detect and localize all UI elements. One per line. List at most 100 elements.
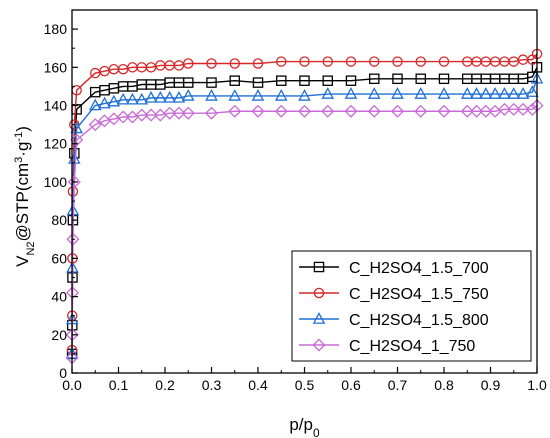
ticks-layer: 0.0 0.1 0.2 0.3 0.4 0.5 0.6 0.7 0.8 0.9 1.0 0 20 40 60… [44,21,547,393]
data-point [154,90,167,103]
y-tick-label: 60 [51,250,67,266]
data-point [204,106,219,120]
x-tick-label: 0.2 [155,377,175,393]
x-tick-label: 1.0 [527,377,547,393]
data-point [163,106,177,120]
y-axis-title-v-sub: N2 [25,241,37,255]
data-point [392,56,403,67]
data-point [344,87,358,99]
data-point [321,104,335,118]
data-point [172,90,186,103]
x-tick-label: 0.9 [481,377,501,393]
series-line [71,53,538,351]
legend-label: C_H2SO4_1.5_750 [349,286,489,303]
data-point [228,104,242,118]
data-point [507,102,521,116]
data-point [507,87,521,99]
x-tick-label: 0.5 [295,377,315,393]
data-point [274,88,288,101]
y-tick-label: 180 [44,21,68,37]
y-tick-label: 160 [44,59,68,75]
data-point [438,73,450,85]
x-axis-title: p/p0 [289,415,320,438]
x-tick-label: 0.1 [109,377,129,393]
x-axis-title-main: p/p [289,415,313,434]
data-point [391,87,404,99]
data-point [135,92,149,105]
y-tick-label: 120 [44,136,68,152]
data-point [299,75,310,86]
y-axis-title-dot: ·g [13,142,32,157]
data-point [144,90,158,103]
y-axis-title-mid: @STP(cm [13,163,32,242]
legend-marker [313,287,325,299]
data-point [182,77,194,88]
series-line [71,78,538,354]
data-point [206,77,217,88]
data-point [525,102,539,116]
data-point [470,104,484,118]
data-point [275,75,287,86]
y-tick-label: 80 [51,212,67,228]
data-point [367,104,381,118]
data-point [437,104,451,118]
data-point [498,87,511,99]
data-point [205,88,218,101]
data-point [414,87,428,99]
data-point [88,118,102,132]
data-point [479,104,493,118]
legend-label: C_H2SO4_1.5_700 [349,260,489,277]
data-point [497,102,511,116]
series-1 [66,62,543,360]
data-point [229,75,240,86]
data-point [70,121,83,134]
data-point [516,102,530,116]
data-point [275,56,287,67]
y-axis-title: VN2@STP(cm3·g-1) [13,126,37,267]
legend-item: C_H2SO4_1.5_800 [299,312,489,329]
legend-marker [313,261,325,273]
data-point [415,56,426,67]
data-point [66,232,80,246]
x-tick-label: 0.4 [248,377,268,393]
data-point [116,92,130,105]
x-tick-label: 0.6 [341,377,361,393]
data-point [345,75,357,86]
data-point [438,56,450,67]
data-point [206,58,217,69]
legend: C_H2SO4_1.5_700 C_H2SO4_1.5_750 C_H2SO4_1.… [291,250,532,362]
data-point [163,90,176,103]
data-point [299,56,310,67]
series-2 [66,48,543,356]
data-point [488,87,502,99]
data-point [414,104,428,118]
data-point [390,104,405,118]
data-point [368,56,380,67]
data-point [107,94,121,107]
data-point [88,98,102,111]
y-axis-title-v: V [13,255,32,267]
data-point [251,88,265,101]
data-point [368,73,380,85]
series-line [71,104,538,358]
data-point [460,104,474,118]
legend-marker [312,338,326,352]
data-point [67,175,81,189]
legend-item: C_H2SO4_1_750 [299,338,475,355]
data-point [516,87,530,99]
data-point [470,87,483,99]
y-tick-label: 140 [44,98,68,114]
y-axis-title-end: ) [13,126,32,132]
data-point [98,96,111,109]
x-tick-label: 0.0 [62,377,82,393]
data-point [252,77,264,88]
legend-label: C_H2SO4_1_750 [349,338,475,355]
data-point [345,56,357,67]
series-line [71,67,538,354]
data-point [228,88,242,101]
y-axis-title-sup3: 3 [13,157,25,163]
y-axis-title-sup-neg1: -1 [13,132,25,142]
data-point [181,88,195,101]
data-point [182,58,194,69]
